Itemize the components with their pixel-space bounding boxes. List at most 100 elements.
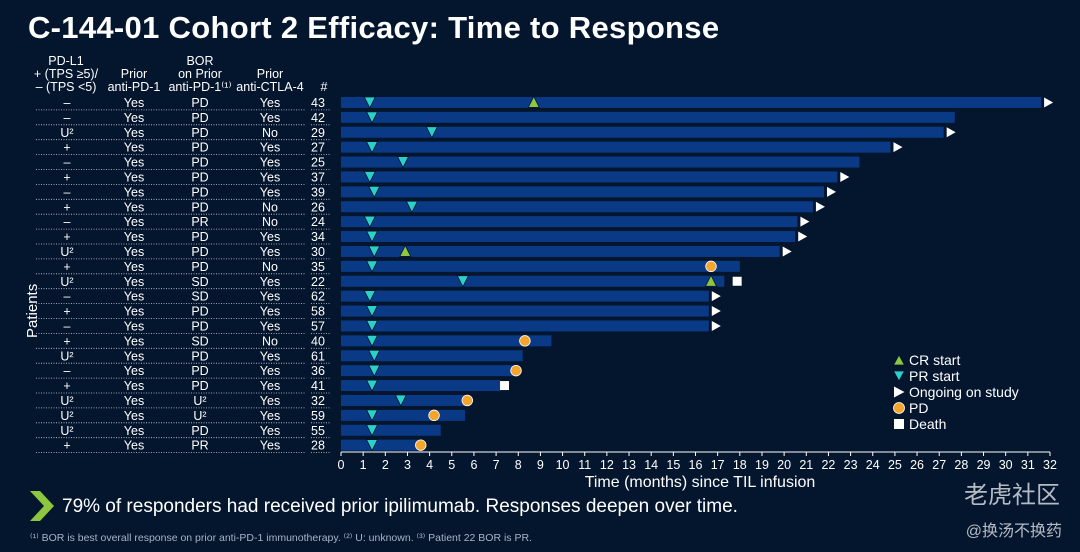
header-bor-line3: anti-PD-1⁽¹⁾ bbox=[168, 80, 232, 94]
duration-bar bbox=[341, 424, 441, 436]
legend-item-ongoing: Ongoing on study bbox=[892, 384, 1019, 400]
table-cell-pdl1: U² bbox=[60, 409, 73, 423]
x-axis-label: Time (months) since TIL infusion bbox=[584, 474, 816, 491]
x-tick-label: 15 bbox=[666, 458, 680, 472]
header-pdl1: PD-L1 + (TPS ≥5)/ – (TPS <5) bbox=[30, 55, 102, 94]
table-cell-bor: PD bbox=[191, 200, 208, 214]
patient-number: 42 bbox=[311, 111, 325, 125]
footnote: ⁽¹⁾ BOR is best overall response on prio… bbox=[30, 532, 532, 544]
duration-bar bbox=[341, 231, 796, 243]
table-cell-ctla4: Yes bbox=[260, 290, 280, 304]
x-tick-label: 29 bbox=[977, 458, 991, 472]
pr-start-marker bbox=[363, 290, 376, 303]
x-tick-label: 25 bbox=[888, 458, 902, 472]
patient-number: 22 bbox=[311, 275, 325, 289]
duration-bar bbox=[341, 394, 468, 406]
cr-start-marker bbox=[704, 274, 718, 287]
table-cell-pdl1: U² bbox=[60, 424, 73, 438]
legend-label-pd: PD bbox=[909, 400, 929, 416]
table-cell-ctla4: Yes bbox=[260, 185, 280, 199]
table-cell-prior-pd1: Yes bbox=[124, 394, 144, 408]
table-cell-prior-pd1: Yes bbox=[124, 319, 144, 333]
header-pdl1-line3: – (TPS <5) bbox=[35, 80, 97, 94]
table-cell-pdl1: – bbox=[64, 215, 71, 229]
cr-start-marker bbox=[527, 95, 540, 108]
x-tick-label: 22 bbox=[821, 458, 835, 472]
table-cell-pdl1: U² bbox=[60, 275, 73, 289]
duration-bar bbox=[341, 365, 517, 377]
pr-start-marker bbox=[368, 245, 381, 258]
x-tick-label: 31 bbox=[1021, 458, 1035, 472]
x-tick-label: 9 bbox=[537, 458, 544, 472]
table-cell-prior-pd1: Yes bbox=[124, 290, 144, 304]
x-tick-label: 12 bbox=[600, 458, 614, 472]
header-patient-number: # bbox=[320, 80, 328, 94]
patient-number: 41 bbox=[311, 379, 325, 393]
duration-bar bbox=[341, 380, 501, 392]
pr-start-marker bbox=[405, 200, 419, 214]
x-tick-label: 8 bbox=[515, 458, 522, 472]
duration-bar bbox=[341, 96, 1042, 108]
header-prior-pd1: Prior anti-PD-1 bbox=[103, 68, 165, 94]
table-cell-prior-pd1: Yes bbox=[124, 379, 144, 393]
pd-marker bbox=[415, 439, 427, 451]
ongoing-marker bbox=[782, 246, 792, 257]
x-tick-label: 16 bbox=[689, 458, 703, 472]
ongoing-marker bbox=[815, 201, 825, 212]
table-cell-pdl1: – bbox=[64, 319, 71, 333]
table-cell-pdl1: U² bbox=[60, 349, 73, 363]
patient-number: 26 bbox=[311, 200, 325, 214]
legend-item-cr: CR start bbox=[892, 352, 1019, 368]
table-cell-ctla4: Yes bbox=[260, 409, 280, 423]
pd-marker bbox=[510, 364, 522, 377]
table-cell-ctla4: No bbox=[262, 334, 278, 348]
pr-start-marker bbox=[425, 126, 438, 139]
pd-marker bbox=[519, 335, 531, 347]
x-tick-label: 26 bbox=[910, 458, 924, 472]
patient-number: 55 bbox=[311, 424, 325, 438]
patient-number: 34 bbox=[311, 230, 325, 244]
table-cell-bor: SD bbox=[191, 275, 208, 289]
duration-bar bbox=[341, 156, 860, 168]
table-cell-prior-pd1: Yes bbox=[124, 260, 144, 274]
patient-number: 25 bbox=[311, 156, 325, 170]
table-cell-pdl1: U² bbox=[60, 394, 73, 408]
pr-start-marker bbox=[368, 185, 381, 199]
header-bor-line2: on Prior bbox=[178, 67, 222, 81]
table-cell-pdl1: – bbox=[64, 96, 71, 110]
table-cell-pdl1: + bbox=[63, 305, 70, 319]
table-cell-pdl1: + bbox=[63, 334, 70, 348]
legend-label-ongoing: Ongoing on study bbox=[909, 384, 1019, 400]
duration-bar bbox=[341, 439, 419, 451]
table-cell-bor: PD bbox=[191, 424, 208, 438]
table-cell-prior-pd1: Yes bbox=[124, 230, 144, 244]
patient-number: 43 bbox=[311, 96, 325, 110]
death-marker bbox=[732, 276, 742, 286]
table-cell-ctla4: Yes bbox=[260, 349, 280, 363]
patient-number: 27 bbox=[311, 141, 325, 155]
patient-number: 58 bbox=[311, 305, 325, 319]
x-tick-label: 14 bbox=[644, 458, 658, 472]
legend-item-pd: PD bbox=[892, 400, 1019, 416]
table-cell-ctla4: No bbox=[262, 215, 278, 229]
pr-start-marker bbox=[365, 409, 379, 422]
table-cell-bor: PD bbox=[191, 170, 208, 184]
header-ctla4-line2: anti-CTLA-4 bbox=[236, 80, 304, 94]
legend-label-pr: PR start bbox=[909, 368, 960, 384]
patient-number: 40 bbox=[311, 334, 325, 348]
duration-bar bbox=[341, 126, 944, 138]
duration-bar bbox=[341, 290, 709, 302]
swimmer-chart: – Yes PD Yes 43 – Yes PD Yes 42 U² Yes PD No 29 + Yes PD Y… bbox=[36, 95, 1057, 472]
duration-bar bbox=[341, 111, 955, 123]
table-cell-prior-pd1: Yes bbox=[124, 141, 144, 155]
square-icon bbox=[894, 419, 904, 429]
duration-bar bbox=[341, 409, 466, 421]
table-cell-bor: PD bbox=[191, 185, 208, 199]
patient-number: 62 bbox=[311, 290, 325, 304]
x-tick-label: 21 bbox=[799, 458, 813, 472]
x-tick-label: 19 bbox=[755, 458, 769, 472]
table-cell-pdl1: – bbox=[64, 290, 71, 304]
duration-bar bbox=[341, 275, 725, 287]
table-cell-bor: PD bbox=[191, 111, 208, 125]
patient-number: 57 bbox=[311, 319, 325, 333]
